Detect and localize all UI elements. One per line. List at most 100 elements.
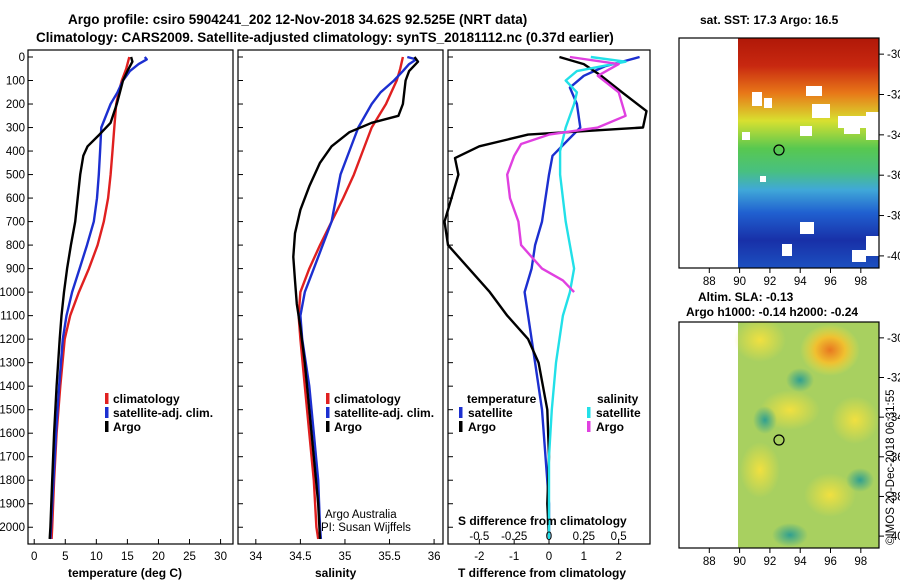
salinity-panel-frame bbox=[237, 49, 444, 545]
legend-swatch-satellite bbox=[326, 407, 330, 418]
x-tick-label: 0 bbox=[31, 551, 37, 563]
lon-tick-label: 92 bbox=[764, 276, 777, 288]
depth-tick-label: 1400 bbox=[0, 381, 25, 393]
depth-tick-label: 900 bbox=[6, 264, 25, 276]
legend-temperature-title: temperature bbox=[467, 392, 537, 406]
depth-tick-label: 1600 bbox=[0, 428, 25, 440]
depth-tick-label: 1200 bbox=[0, 334, 25, 346]
cloud-patch bbox=[800, 126, 812, 136]
cloud-patch bbox=[800, 222, 814, 234]
difference-legend: temperature salinity satellite Argo sate… bbox=[459, 392, 641, 434]
x-tick-label: 10 bbox=[90, 551, 103, 563]
x-tick-label: 15 bbox=[121, 551, 134, 563]
lat-tick-label: -34 bbox=[887, 130, 900, 142]
x-tick-label: 35 bbox=[339, 551, 352, 563]
lat-tick-label: -36 bbox=[887, 452, 900, 464]
x-tick-label: 30 bbox=[214, 551, 227, 563]
lon-tick-label: 96 bbox=[824, 556, 837, 568]
lon-tick-label: 94 bbox=[794, 276, 807, 288]
depth-tick-label: 2000 bbox=[0, 522, 25, 534]
series-line-salinity-argo bbox=[506, 55, 627, 293]
sla-blob bbox=[786, 368, 814, 392]
depth-tick-label: 700 bbox=[6, 217, 25, 229]
x-tick-label: 25 bbox=[183, 551, 196, 563]
sla-blob bbox=[846, 468, 874, 492]
depth-tick-label: 200 bbox=[6, 99, 25, 111]
sla-map-title-2: Argo h1000: -0.14 h2000: -0.24 bbox=[686, 305, 858, 319]
x2-tick-label: 0.25 bbox=[573, 531, 595, 543]
lat-tick-label: -36 bbox=[887, 170, 900, 182]
legend-swatch-temp-argo bbox=[459, 421, 463, 432]
sla-map-frame bbox=[678, 321, 880, 549]
lon-tick-label: 98 bbox=[854, 556, 867, 568]
lon-tick-label: 90 bbox=[733, 276, 746, 288]
x2-tick-label: -0.5 bbox=[469, 531, 489, 543]
lon-tick-label: 92 bbox=[764, 556, 777, 568]
sla-blob bbox=[772, 523, 808, 547]
x2-tick-label: -0.25 bbox=[501, 531, 527, 543]
sst-map-ticks: -30 -32 -34 -36 -38 -40 88 90 92 94 96 98 bbox=[703, 49, 900, 288]
sla-map-ticks: -30 -32 -34 -36 -38 -40 88 90 92 94 96 98 bbox=[703, 333, 900, 568]
cloud-patch bbox=[866, 236, 879, 256]
lon-tick-label: 88 bbox=[703, 276, 716, 288]
x-tick-label: 35.5 bbox=[378, 551, 400, 563]
series-line-satellite-adj-clim- bbox=[299, 55, 418, 540]
sla-blob bbox=[753, 406, 777, 434]
sla-features bbox=[734, 318, 879, 547]
sla-blob bbox=[804, 473, 856, 517]
depth-tick-label: 1900 bbox=[0, 499, 25, 511]
lat-tick-label: -34 bbox=[887, 412, 900, 424]
x-tick-label: -2 bbox=[474, 551, 484, 563]
x-tick-label: 20 bbox=[152, 551, 165, 563]
depth-tick-label: 500 bbox=[6, 170, 25, 182]
lat-tick-label: -32 bbox=[887, 89, 900, 101]
depth-tick-label: 1500 bbox=[0, 405, 25, 417]
header-line-2: Climatology: CARS2009. Satellite-adjuste… bbox=[36, 30, 614, 45]
depth-axis: 0 100 200 300 400 500 600 700 800 900 1000 1100 1200… bbox=[0, 52, 453, 534]
legend-swatch-sal-argo bbox=[587, 421, 591, 432]
sst-map-title: sat. SST: 17.3 Argo: 16.5 bbox=[700, 13, 839, 27]
legend-climatology: climatology bbox=[334, 392, 401, 406]
x-tick-label: 5 bbox=[62, 551, 68, 563]
depth-tick-label: 1100 bbox=[0, 311, 25, 323]
cloud-patch bbox=[742, 132, 750, 140]
lon-tick-label: 88 bbox=[703, 556, 716, 568]
cloud-patch bbox=[806, 86, 822, 96]
depth-tick-label: 800 bbox=[6, 240, 25, 252]
lon-tick-label: 98 bbox=[854, 276, 867, 288]
legend-argo: Argo bbox=[113, 420, 141, 434]
legend-satellite: satellite-adj. clim. bbox=[334, 406, 434, 420]
depth-tick-label: 1700 bbox=[0, 452, 25, 464]
legend-swatch-satellite bbox=[105, 407, 109, 418]
depth-tick-label: 1800 bbox=[0, 475, 25, 487]
depth-tick-label: 300 bbox=[6, 123, 25, 135]
x2-tick-label: 0.5 bbox=[611, 531, 627, 543]
legend-climatology: climatology bbox=[113, 392, 180, 406]
x-tick-label: 34.5 bbox=[289, 551, 311, 563]
difference-series bbox=[443, 55, 648, 540]
t-difference-axis-label: T difference from climatology bbox=[458, 566, 626, 580]
series-line-climatology bbox=[297, 56, 405, 540]
series-line-salinity-satellite bbox=[547, 55, 627, 539]
lat-tick-label: -40 bbox=[887, 251, 900, 263]
x-axis-ticks: 0 5 10 15 20 25 30 34 34.5 35 35.5 36 -2 -1 0 1 2 -0.5 -0.… bbox=[31, 531, 627, 563]
temperature-axis-label: temperature (deg C) bbox=[68, 566, 182, 580]
legend-swatch-argo bbox=[326, 421, 330, 432]
legend-temp-satellite: satellite bbox=[468, 406, 513, 420]
sla-blob bbox=[734, 318, 786, 362]
credit-argo-australia: Argo Australia bbox=[325, 509, 397, 521]
cloud-patch bbox=[782, 244, 792, 256]
legend-sal-argo: Argo bbox=[596, 420, 624, 434]
legend-argo: Argo bbox=[334, 420, 362, 434]
sst-cloud-mask bbox=[742, 86, 879, 262]
lon-tick-label: 90 bbox=[733, 556, 746, 568]
sla-blob bbox=[831, 396, 879, 444]
legend-sal-satellite: satellite bbox=[596, 406, 641, 420]
cloud-patch bbox=[866, 112, 879, 140]
sla-blob bbox=[740, 442, 780, 498]
legend-swatch-climatology bbox=[326, 393, 330, 404]
cloud-patch bbox=[844, 126, 860, 134]
depth-tick-label: 100 bbox=[6, 76, 25, 88]
depth-tick-label: 600 bbox=[6, 193, 25, 205]
